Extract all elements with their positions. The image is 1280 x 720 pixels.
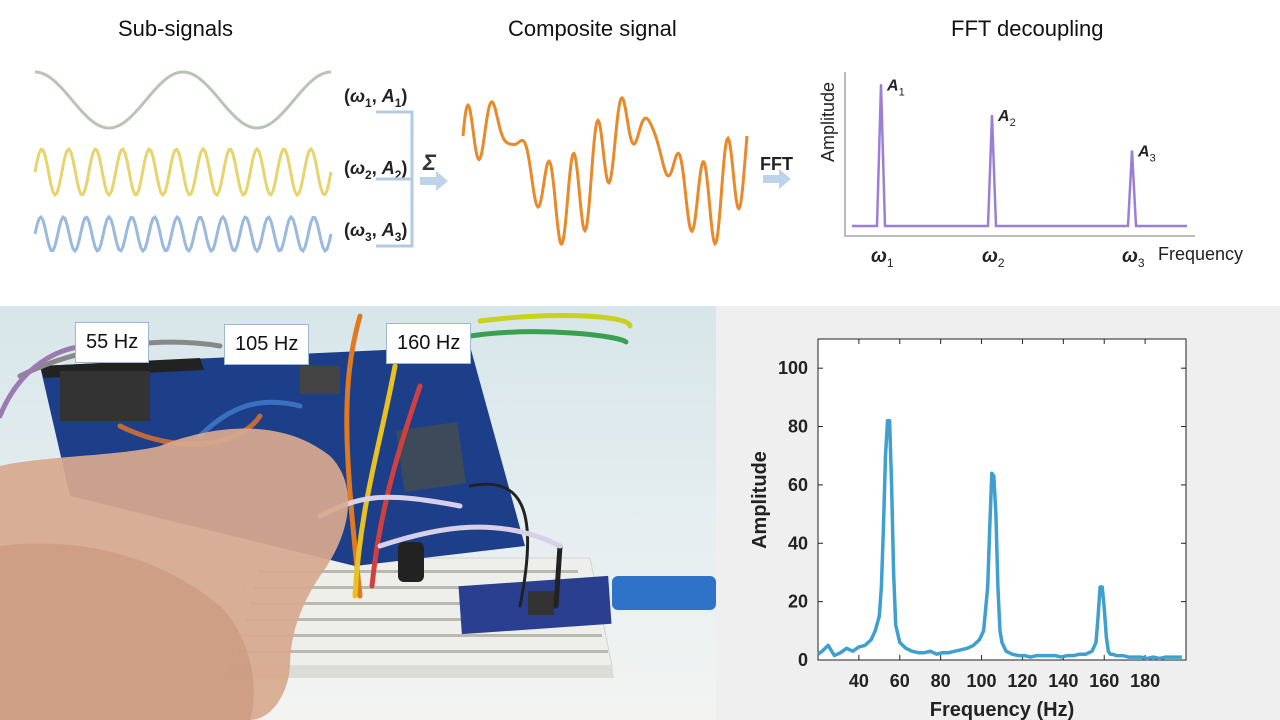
label-160hz: 160 Hz [386,323,472,364]
y-tick-label: 100 [778,358,808,378]
x-tick-label: 140 [1048,671,1078,691]
x-tick-label: 40 [849,671,869,691]
peak-amplitude-label-3: A3 [1137,144,1156,165]
spectrum-xlabel: Frequency [1158,244,1243,264]
fft-arrow [763,169,791,189]
spectrum-line [852,84,1187,228]
composite-signal-wave [461,95,749,247]
usb-cable [612,576,716,610]
board-chip [395,421,467,493]
y-tick-label: 60 [788,475,808,495]
label-55hz: 55 Hz [75,322,150,363]
sub-signal-labels: (ω1, A1) (ω2, A2) (ω3, A3) [344,86,407,244]
fft-label: FFT [760,154,793,174]
signal-decomposition-diagram: (ω1, A1) (ω2, A2) (ω3, A3) Σ FFT Amplitude… [33,70,1243,270]
signal-label-2: (ω2, A2) [344,158,407,182]
spectrum-ylabel: Amplitude [818,82,838,162]
x-tick-label: 180 [1130,671,1160,691]
sub-signal-wave-1 [34,70,332,130]
plot-area [817,338,1187,661]
peak-amplitude-label-1: A1 [886,77,905,98]
x-tick-label: 60 [890,671,910,691]
sub-signal-wave-3 [33,214,333,254]
x-tick-label: 120 [1007,671,1037,691]
spectrum-peak-labels: A1 ω1 A2 ω2 A3 ω3 [871,77,1156,270]
sum-symbol: Σ [422,150,437,175]
fft-plot-panel: 0 20 40 60 80 100 40 60 80 100 120 140 160 180 Ampli… [716,306,1280,720]
y-axis-ticks: 0 20 40 60 80 100 [778,358,1186,670]
x-tick-label: 100 [967,671,997,691]
sub-signals-title: Sub-signals [118,16,233,41]
capacitor [398,542,424,582]
peak-frequency-label-1: ω1 [871,246,894,270]
x-axis-ticks: 40 60 80 100 120 140 160 180 [849,339,1160,691]
nano-chip [528,591,554,615]
signal-label-1: (ω1, A1) [344,86,407,110]
board-regulator [300,366,340,394]
x-tick-label: 80 [931,671,951,691]
amplitude-series-line [816,418,1182,661]
composite-signal-title: Composite signal [508,16,677,41]
y-tick-label: 20 [788,592,808,612]
spectrum-axes [844,72,1195,237]
peak-amplitude-label-2: A2 [997,108,1016,129]
label-105hz: 105 Hz [224,324,310,365]
y-tick-label: 0 [798,650,808,670]
peak-frequency-label-3: ω3 [1122,246,1145,270]
sub-signal-wave-2 [33,146,333,198]
peak-frequency-label-2: ω2 [982,246,1005,270]
sum-arrow [420,171,448,191]
x-tick-label: 160 [1089,671,1119,691]
hand-shadow [0,543,254,720]
signal-label-3: (ω3, A3) [344,220,407,244]
plot-ylabel: Amplitude [749,451,771,549]
arduino-photo [0,306,716,720]
board-connector [60,371,150,421]
sum-bracket [376,110,414,248]
y-tick-label: 80 [788,417,808,437]
y-tick-label: 40 [788,533,808,553]
breadboard-edge [226,666,614,678]
fft-decoupling-title: FFT decoupling [951,16,1104,41]
arduino-scene-illustration [0,313,716,720]
sub-signal-waves [33,70,333,254]
plot-xlabel: Frequency (Hz) [930,699,1074,720]
fft-amplitude-chart: 0 20 40 60 80 100 40 60 80 100 120 140 160 180 Ampli… [749,338,1187,720]
